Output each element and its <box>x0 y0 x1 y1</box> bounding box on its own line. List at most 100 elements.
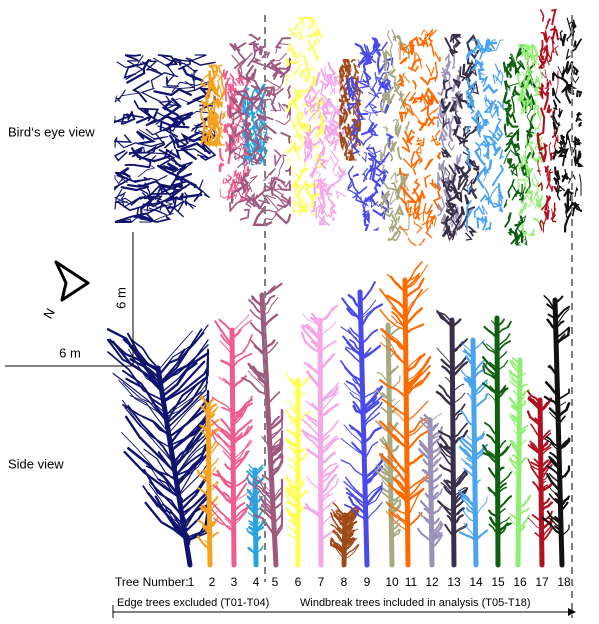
branch <box>350 427 366 441</box>
branch <box>531 53 538 69</box>
branch <box>271 453 283 473</box>
branch <box>351 130 360 141</box>
branch <box>529 141 535 145</box>
branch <box>527 42 534 60</box>
branch <box>385 502 392 509</box>
branch <box>380 327 408 352</box>
branch <box>269 176 280 188</box>
branch <box>389 444 400 454</box>
branch <box>344 86 351 103</box>
branch <box>231 398 253 416</box>
branch <box>520 102 527 115</box>
branch <box>349 338 363 352</box>
branch <box>390 519 400 528</box>
branch <box>239 208 250 221</box>
branch <box>540 501 554 512</box>
branch <box>508 397 521 411</box>
branch <box>425 223 433 239</box>
branch <box>304 180 313 190</box>
tree-numbers: 1 2 3 4 5 6 7 8 9 10 11 12 13 14 15 16 17 18 <box>188 575 571 589</box>
branch <box>430 459 438 465</box>
branch <box>207 125 214 143</box>
branch <box>561 70 570 90</box>
branch <box>166 57 182 68</box>
branch <box>178 58 192 71</box>
branch <box>472 109 483 120</box>
branch <box>509 415 520 425</box>
branch <box>539 459 550 470</box>
branch <box>429 456 442 470</box>
branch <box>508 163 518 171</box>
scale-label: 6 m <box>59 345 81 360</box>
branch <box>568 19 576 29</box>
branch <box>350 59 356 63</box>
branch <box>208 457 219 470</box>
branch <box>165 383 198 416</box>
branch <box>436 500 455 513</box>
branch <box>404 288 423 320</box>
branch <box>218 67 224 76</box>
branch <box>392 433 408 448</box>
branch <box>362 401 380 416</box>
branch <box>311 75 318 88</box>
branch <box>496 384 507 397</box>
branch <box>512 463 520 471</box>
branch <box>441 365 454 378</box>
branch <box>510 439 521 451</box>
branch <box>497 516 510 527</box>
branch <box>497 194 503 212</box>
branch <box>172 200 185 218</box>
branch <box>488 450 499 460</box>
branch <box>268 409 284 432</box>
branch <box>230 186 242 204</box>
branch <box>202 525 211 532</box>
branch <box>162 365 210 403</box>
branch <box>320 178 328 190</box>
branch <box>330 539 346 553</box>
branch <box>219 113 224 126</box>
branch <box>484 187 490 205</box>
branch <box>209 511 218 519</box>
branch <box>554 121 560 137</box>
branch <box>555 326 570 339</box>
tree-number: 1 <box>188 575 195 589</box>
branch <box>533 85 540 94</box>
branch <box>248 523 257 529</box>
branch <box>224 463 235 474</box>
branch <box>424 86 435 105</box>
branch <box>424 492 433 503</box>
branch <box>496 101 504 112</box>
branch <box>430 214 437 225</box>
branch <box>394 118 399 132</box>
branch <box>407 487 424 518</box>
branch <box>540 475 549 482</box>
branch <box>335 512 346 523</box>
branch <box>303 361 322 377</box>
branch <box>315 71 321 87</box>
branch <box>231 314 250 333</box>
branch <box>347 137 355 148</box>
branch <box>228 140 237 153</box>
branch <box>313 179 317 195</box>
branch <box>339 359 364 393</box>
branch <box>381 391 391 399</box>
branch <box>444 376 454 386</box>
branch <box>159 54 197 73</box>
tree-side <box>435 309 469 568</box>
branch <box>492 73 502 84</box>
branch <box>492 142 502 157</box>
branch <box>269 419 283 441</box>
branch <box>525 163 534 177</box>
branch <box>248 520 257 528</box>
branch <box>153 87 192 97</box>
branch <box>363 412 381 428</box>
branch <box>448 115 455 132</box>
branch <box>423 413 432 423</box>
branch <box>287 85 291 99</box>
branch <box>229 199 246 213</box>
branch <box>429 426 444 441</box>
branch <box>392 118 400 129</box>
tree-side <box>416 412 444 568</box>
branch <box>123 62 146 79</box>
branch <box>440 482 455 496</box>
